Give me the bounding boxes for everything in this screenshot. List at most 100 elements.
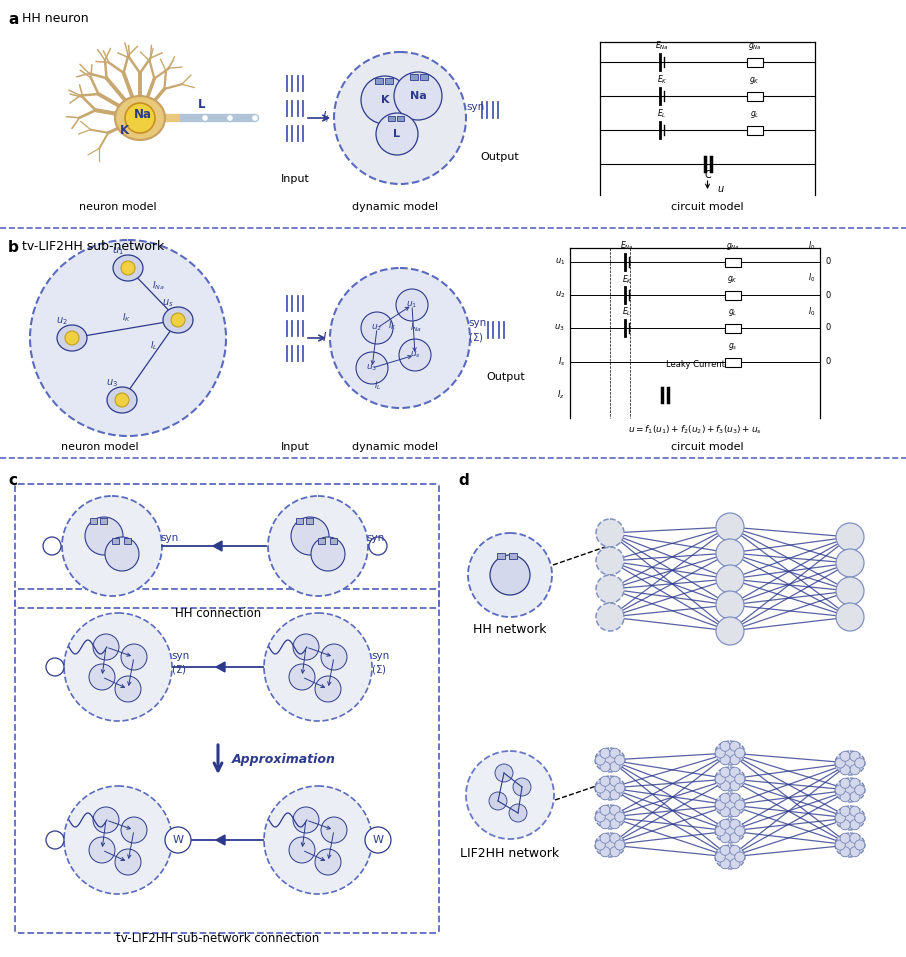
Text: W: W (172, 835, 184, 845)
Circle shape (730, 768, 740, 777)
Text: $I_l$: $I_l$ (323, 110, 330, 125)
Text: Input: Input (281, 174, 310, 184)
Circle shape (720, 755, 730, 765)
Text: $I_s$: $I_s$ (557, 356, 565, 368)
Text: dynamic model: dynamic model (352, 442, 439, 452)
Circle shape (840, 791, 850, 802)
Bar (420, 74, 428, 80)
Circle shape (720, 742, 730, 751)
Circle shape (115, 849, 141, 875)
Text: $I_0$: $I_0$ (808, 272, 815, 284)
Circle shape (840, 820, 850, 830)
Circle shape (854, 758, 865, 768)
Circle shape (720, 845, 730, 856)
Text: K: K (120, 123, 129, 137)
Circle shape (850, 765, 860, 775)
Circle shape (600, 834, 610, 843)
Bar (725, 291, 740, 300)
Circle shape (836, 577, 864, 605)
Text: $E_K$: $E_K$ (622, 273, 632, 285)
Ellipse shape (595, 776, 625, 800)
Circle shape (610, 834, 620, 843)
Circle shape (840, 765, 850, 775)
Text: L: L (198, 99, 206, 112)
Bar (725, 358, 740, 367)
Circle shape (513, 778, 531, 796)
Circle shape (850, 834, 860, 843)
Ellipse shape (835, 833, 865, 857)
Ellipse shape (835, 751, 865, 775)
Text: $I_L$: $I_L$ (149, 339, 158, 351)
Text: $I_0$: $I_0$ (808, 239, 815, 252)
Bar (296, 518, 303, 524)
Circle shape (720, 781, 730, 790)
Text: $u = f_1(u_1) + f_2(u_2) + f_3(u_3) + u_s$: $u = f_1(u_1) + f_2(u_2) + f_3(u_3) + u_… (628, 423, 762, 435)
Circle shape (293, 807, 319, 833)
Circle shape (716, 591, 744, 619)
Text: $u_1$: $u_1$ (112, 245, 124, 256)
Circle shape (595, 783, 605, 793)
Text: $(\Sigma)$: $(\Sigma)$ (171, 662, 187, 676)
Text: $u_3$: $u_3$ (554, 323, 565, 333)
Ellipse shape (595, 748, 625, 772)
Circle shape (715, 774, 726, 784)
Text: Output: Output (480, 152, 519, 162)
Text: c: c (8, 473, 17, 488)
Circle shape (361, 312, 393, 344)
Circle shape (854, 812, 865, 823)
Circle shape (850, 847, 860, 857)
Text: $I_{Na}$: $I_{Na}$ (410, 321, 422, 333)
Bar (318, 538, 325, 544)
Circle shape (835, 758, 845, 768)
Circle shape (125, 103, 155, 133)
Circle shape (93, 634, 119, 660)
Circle shape (840, 778, 850, 789)
Bar (112, 538, 119, 544)
Text: $E_L$: $E_L$ (622, 306, 631, 319)
Text: $u_2$: $u_2$ (371, 323, 382, 333)
Circle shape (495, 764, 513, 782)
Circle shape (43, 537, 61, 555)
Circle shape (735, 800, 745, 810)
Circle shape (716, 617, 744, 645)
Circle shape (610, 762, 620, 771)
Text: $I_K$: $I_K$ (388, 319, 396, 331)
Bar (375, 78, 383, 84)
Circle shape (850, 806, 860, 816)
Text: W: W (372, 835, 383, 845)
Text: $u_s$: $u_s$ (162, 297, 174, 309)
Bar (388, 116, 395, 121)
Circle shape (64, 786, 172, 894)
Text: LIF2HH network: LIF2HH network (460, 847, 560, 860)
Circle shape (730, 742, 740, 751)
Bar (90, 518, 97, 524)
Bar (100, 518, 107, 524)
Circle shape (356, 352, 388, 384)
Circle shape (171, 313, 185, 327)
Text: syn: syn (366, 533, 384, 543)
Text: 0: 0 (825, 291, 830, 300)
Text: $u_3$: $u_3$ (106, 377, 118, 389)
Circle shape (315, 849, 341, 875)
Text: neuron model: neuron model (62, 442, 139, 452)
Text: syn: syn (468, 318, 487, 328)
Circle shape (730, 819, 740, 830)
Circle shape (610, 776, 620, 787)
Circle shape (394, 72, 442, 120)
Circle shape (610, 819, 620, 829)
Text: Leaky Current: Leaky Current (666, 360, 725, 369)
Circle shape (361, 76, 409, 124)
Circle shape (836, 523, 864, 551)
Circle shape (264, 613, 372, 721)
Text: $u_s$: $u_s$ (410, 349, 420, 360)
Text: $I_L$: $I_L$ (374, 379, 381, 391)
Bar (306, 518, 313, 524)
Circle shape (854, 785, 865, 795)
Circle shape (468, 533, 552, 617)
Circle shape (115, 676, 141, 702)
Text: tv-LIF2HH sub-network connection: tv-LIF2HH sub-network connection (116, 932, 320, 945)
Text: b: b (8, 240, 19, 255)
Circle shape (716, 565, 744, 593)
Circle shape (466, 751, 554, 839)
Circle shape (509, 804, 527, 822)
